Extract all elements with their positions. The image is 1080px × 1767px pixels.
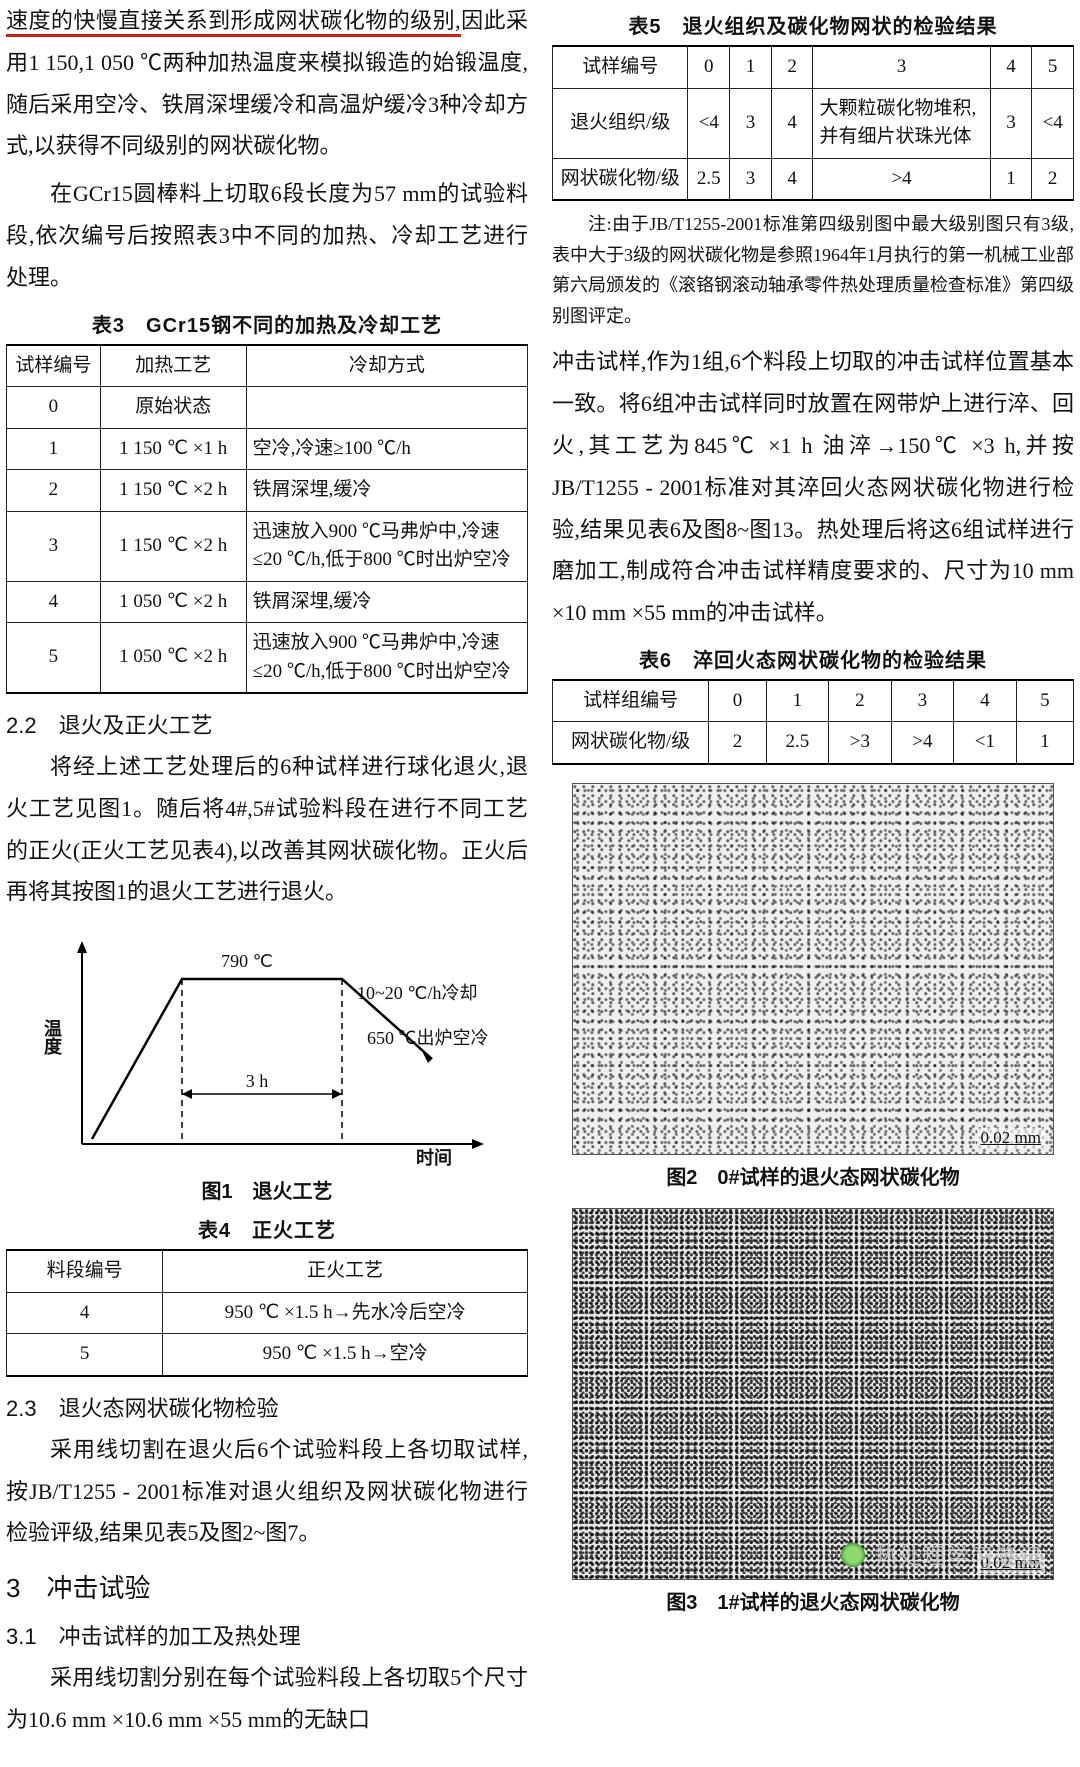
chart-xlabel: 时间 (416, 1148, 452, 1168)
table-row: 网状碳化物/级 2.5 3 4 >4 1 2 (553, 158, 1074, 200)
table-row: 21 150 ℃ ×2 h铁屑深埋,缓冷 (7, 470, 528, 512)
table3-h0: 试样编号 (7, 345, 101, 387)
section-3-1-title: 3.1 冲击试样的加工及热处理 (6, 1619, 528, 1651)
table-row: 41 050 ℃ ×2 h铁屑深埋,缓冷 (7, 581, 528, 623)
chart-exit: 650 ℃出炉空冷 (367, 1028, 489, 1048)
table3: 试样编号 加热工艺 冷却方式 0原始状态 11 150 ℃ ×1 h空冷,冷速≥… (6, 344, 528, 695)
chart-peak: 790 ℃ (221, 951, 273, 971)
chart-hold: 3 h (246, 1071, 269, 1091)
table-row: 11 150 ℃ ×1 h空冷,冷速≥100 ℃/h (7, 428, 528, 470)
section-3-title: 3 冲击试验 (6, 1568, 528, 1605)
figure-3-caption: 图3 1#试样的退火态网状碳化物 (552, 1586, 1074, 1615)
table3-h1: 加热工艺 (100, 345, 246, 387)
table-row: 5950 ℃ ×1.5 h→空冷 (7, 1334, 528, 1376)
paragraph-1: 速度的快慢直接关系到形成网状碳化物的级别,因此采用1 150,1 050 ℃两种… (6, 0, 528, 167)
table-row: 网状碳化物/级 2 2.5 >3 >4 <1 1 (553, 722, 1074, 764)
section-2-2-title: 2.2 退火及正火工艺 (6, 708, 528, 740)
figure-3-micrograph: 0.02 mm 热处理学习笔记 (572, 1208, 1054, 1580)
table4-caption: 表4 正火工艺 (6, 1214, 528, 1243)
table-row: 0原始状态 (7, 387, 528, 429)
paragraph-5: 采用线切割分别在每个试验料段上各切取5个尺寸为10.6 mm ×10.6 mm … (6, 1657, 528, 1741)
paragraph-2: 在GCr15圆棒料上切取6段长度为57 mm的试验料段,依次编号后按照表3中不同… (6, 173, 528, 298)
table4: 料段编号 正火工艺 4950 ℃ ×1.5 h→先水冷后空冷 5950 ℃ ×1… (6, 1249, 528, 1377)
table6: 试样组编号 0 1 2 3 4 5 网状碳化物/级 2 2.5 >3 >4 <1… (552, 679, 1074, 765)
left-column: 速度的快慢直接关系到形成网状碳化物的级别,因此采用1 150,1 050 ℃两种… (6, 0, 528, 1747)
figure-1-caption: 图1 退火工艺 (6, 1175, 528, 1204)
section-2-3-title: 2.3 退火态网状碳化物检验 (6, 1391, 528, 1423)
figure-1-chart: 温度 790 ℃ 3 h 10~20 ℃/h冷却 650 ℃出炉空冷 时间 (32, 929, 502, 1169)
table5: 试样编号 0 1 2 3 4 5 退火组织/级 <4 3 4 大颗粒碳化物堆积,… (552, 45, 1074, 201)
table-row: 退火组织/级 <4 3 4 大颗粒碳化物堆积,并有细片状珠光体 3 <4 (553, 88, 1074, 158)
table5-note: 注:由于JB/T1255-2001标准第四级别图中最大级别图只有3级,表中大于3… (552, 209, 1074, 331)
watermark: 热处理学习笔记 (839, 1539, 1043, 1571)
paragraph-4: 采用线切割在退火后6个试验料段上各切取试样,按JB/T1255 - 2001标准… (6, 1429, 528, 1554)
table-row: 31 150 ℃ ×2 h迅速放入900 ℃马弗炉中,冷速≤20 ℃/h,低于8… (7, 511, 528, 581)
table5-caption: 表5 退火组织及碳化物网状的检验结果 (552, 10, 1074, 39)
table4-header-row: 料段编号 正火工艺 (7, 1250, 528, 1292)
figure-2-caption: 图2 0#试样的退火态网状碳化物 (552, 1161, 1074, 1190)
chart-ylabel: 温度 (42, 1019, 62, 1056)
table6-header-row: 试样组编号 0 1 2 3 4 5 (553, 680, 1074, 722)
right-column: 表5 退火组织及碳化物网状的检验结果 试样编号 0 1 2 3 4 5 退火组织… (552, 0, 1074, 1747)
table-row: 51 050 ℃ ×2 h迅速放入900 ℃马弗炉中,冷速≤20 ℃/h,低于8… (7, 623, 528, 694)
right-paragraph-1: 冲击试样,作为1组,6个料段上切取的冲击试样位置基本一致。将6组冲击试样同时放置… (552, 341, 1074, 634)
table3-caption: 表3 GCr15钢不同的加热及冷却工艺 (6, 309, 528, 338)
table3-header-row: 试样编号 加热工艺 冷却方式 (7, 345, 528, 387)
table5-header-row: 试样编号 0 1 2 3 4 5 (553, 46, 1074, 88)
paragraph-3: 将经上述工艺处理后的6种试样进行球化退火,退火工艺见图1。随后将4#,5#试验料… (6, 746, 528, 913)
scale-bar: 0.02 mm (977, 1128, 1045, 1148)
underlined-lead: 速度的快慢直接关系到形成网状碳化物的级别, (6, 8, 461, 37)
figure-2-micrograph: 0.02 mm (572, 783, 1054, 1155)
table-row: 4950 ℃ ×1.5 h→先水冷后空冷 (7, 1292, 528, 1334)
watermark-text: 热处理学习笔记 (875, 1539, 1043, 1571)
wechat-icon (839, 1541, 867, 1569)
chart-coolrate: 10~20 ℃/h冷却 (357, 983, 477, 1003)
table3-h2: 冷却方式 (246, 345, 527, 387)
table6-caption: 表6 淬回火态网状碳化物的检验结果 (552, 644, 1074, 673)
